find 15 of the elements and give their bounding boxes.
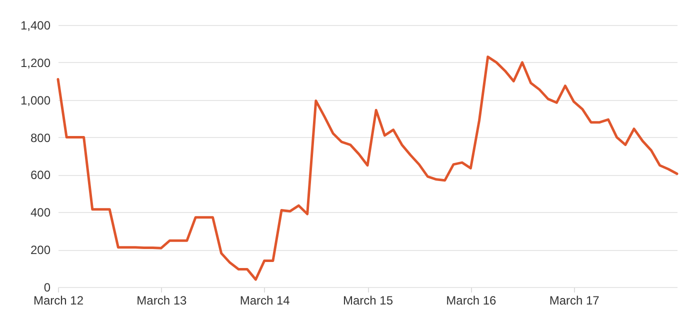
x-tick-label: March 17	[549, 294, 600, 308]
line-series	[56, 56, 678, 281]
x-tick-label: March 12	[33, 294, 84, 308]
y-tick-label: 800	[30, 130, 51, 145]
y-tick-label: 400	[30, 206, 51, 220]
x-tick-label: March 13	[136, 294, 187, 308]
y-tick-label: 1,200	[20, 56, 51, 70]
x-tick-label: March 15	[342, 294, 394, 308]
y-tick-label: 1,000	[20, 93, 51, 108]
y-tick-label: 600	[30, 168, 51, 182]
y-tick-label: 1,400	[20, 18, 51, 32]
y-tick-label: 200	[30, 243, 51, 258]
y-tick-label: 0	[44, 280, 51, 294]
x-tick-label: March 16	[446, 294, 496, 308]
x-tick-label: March 14	[240, 294, 290, 308]
